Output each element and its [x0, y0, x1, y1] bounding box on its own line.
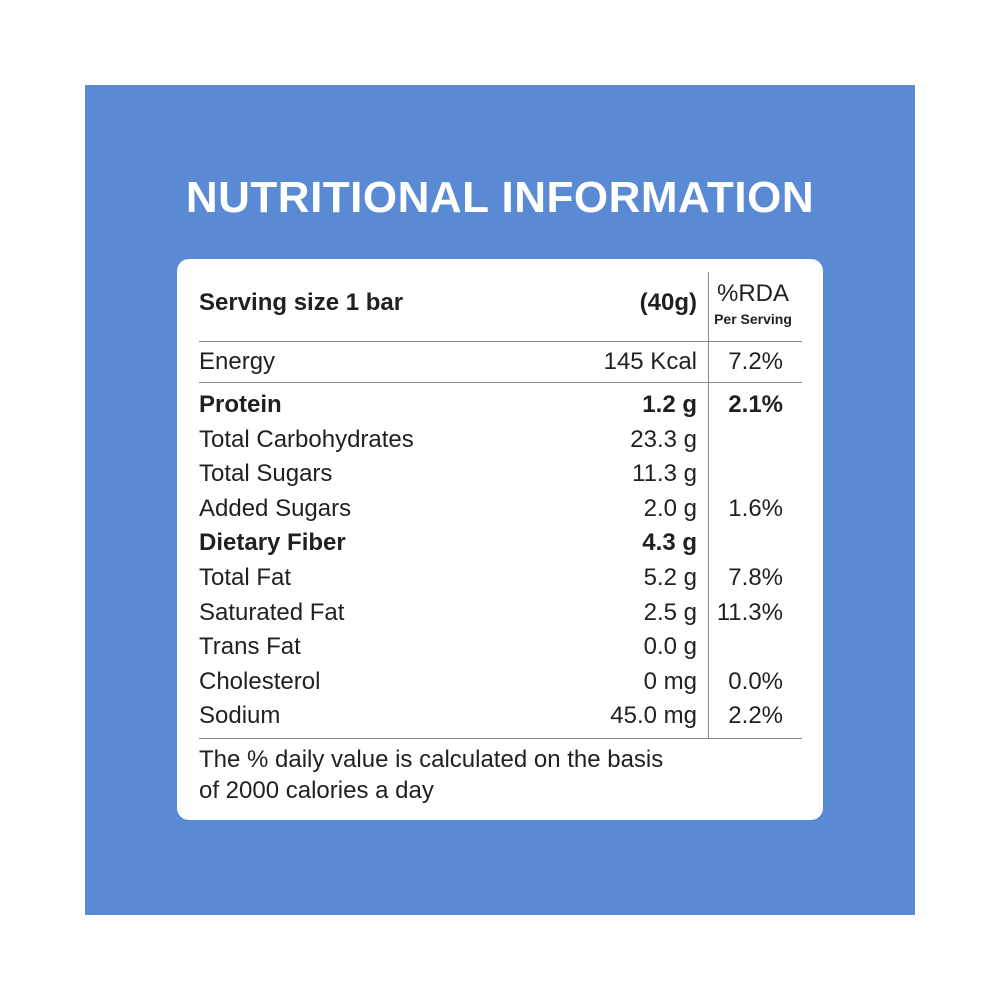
- title: NUTRITIONAL INFORMATION: [185, 173, 815, 222]
- nutrient-rda: 0.0%: [728, 667, 783, 695]
- nutrient-name: Saturated Fat: [199, 598, 345, 626]
- nutrient-amount: 2.5 g: [643, 598, 697, 626]
- nutrient-amount: 23.3 g: [630, 425, 697, 453]
- nutrient-rda: 2.2%: [728, 702, 783, 730]
- nutrient-name: Trans Fat: [199, 633, 301, 661]
- divider: [199, 738, 802, 739]
- nutrient-name: Total Sugars: [199, 460, 333, 488]
- serving-weight: (40g): [639, 289, 697, 316]
- nutrient-amount: 4.3 g: [642, 529, 697, 557]
- nutrient-name: Energy: [199, 348, 276, 375]
- rda-subheader: Per Serving: [714, 311, 792, 327]
- rda-header: %RDA: [716, 280, 789, 307]
- label-card: [177, 259, 823, 820]
- nutrient-name: Sodium: [199, 702, 281, 730]
- serving-size: Serving size 1 bar: [199, 289, 404, 316]
- nutrient-rda: 11.3%: [716, 598, 783, 626]
- nutrient-amount: 45.0 mg: [610, 702, 697, 730]
- nutrient-rda: 1.6%: [728, 494, 783, 522]
- nutrient-amount: 5.2 g: [643, 564, 697, 591]
- nutrient-amount: 11.3 g: [632, 460, 697, 488]
- nutrient-name: Cholesterol: [199, 667, 321, 695]
- nutrient-name: Total Carbohydrates: [199, 425, 414, 453]
- nutrient-amount: 2.0 g: [643, 494, 697, 522]
- nutrient-amount: 145 Kcal: [603, 348, 697, 375]
- nutrient-name: Protein: [199, 391, 282, 418]
- nutrient-rda: 2.1%: [728, 391, 783, 418]
- footnote: The % daily value is calculated on the b…: [199, 746, 664, 773]
- nutrient-rda: 7.8%: [728, 564, 783, 591]
- nutrient-amount: 1.2 g: [642, 391, 697, 418]
- nutrient-amount: 0 mg: [643, 667, 697, 695]
- nutrient-amount: 0.0 g: [643, 633, 697, 661]
- nutrient-name: Total Fat: [199, 564, 292, 591]
- footnote: of 2000 calories a day: [199, 777, 434, 804]
- nutrient-rda: 7.2%: [728, 348, 783, 375]
- nutrient-name: Dietary Fiber: [199, 529, 346, 557]
- nutrient-name: Added Sugars: [199, 494, 352, 522]
- divider: [199, 382, 802, 383]
- divider: [199, 341, 802, 342]
- column-divider: [708, 272, 709, 738]
